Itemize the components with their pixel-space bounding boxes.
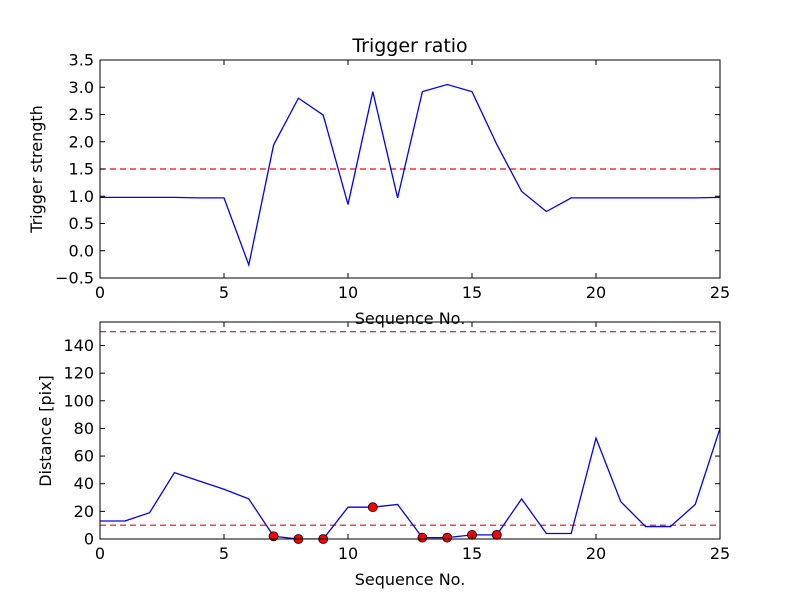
data-point xyxy=(268,531,279,542)
x-tick-label: 10 xyxy=(338,283,358,302)
y-tick-label: 60 xyxy=(74,447,94,466)
x-tick-label: 25 xyxy=(710,544,730,563)
x-tick-label: 15 xyxy=(462,283,482,302)
y-tick-label: 0.0 xyxy=(69,241,94,260)
x-tick-label: 5 xyxy=(219,544,229,563)
y-tick-label: 0 xyxy=(84,530,94,549)
y-tick-label: 80 xyxy=(74,419,94,438)
data-point xyxy=(367,502,378,513)
series-line xyxy=(100,83,720,268)
y-axis-label: Distance [pix] xyxy=(36,375,55,487)
chart-title: Trigger ratio xyxy=(351,35,467,57)
distance-panel: Distance [pix] Sequence No. 0 5 10 15 20 25 0 2… xyxy=(36,321,730,589)
plot-frame xyxy=(99,321,721,540)
y-tick-label: 100 xyxy=(63,391,94,410)
x-axis-label: Sequence No. xyxy=(355,570,466,589)
y-tick-label: 2.0 xyxy=(69,132,94,151)
y-tick-label: 1.5 xyxy=(69,160,94,179)
x-tick-label: 0 xyxy=(95,283,105,302)
y-tick-label: 3.5 xyxy=(69,51,94,70)
x-tick-label: 10 xyxy=(338,544,358,563)
x-tick-label: 25 xyxy=(710,283,730,302)
y-tick-label: 40 xyxy=(74,474,94,493)
y-tick-label: 120 xyxy=(63,364,94,383)
x-tick-label: 15 xyxy=(462,544,482,563)
y-axis-label: Trigger strength xyxy=(27,105,46,234)
y-tick-label: 3.0 xyxy=(69,78,94,97)
trigger-ratio-panel: Trigger ratio Trigger strength Sequence … xyxy=(27,35,730,328)
y-tick-label: 140 xyxy=(63,336,94,355)
x-axis-label: Sequence No. xyxy=(355,309,466,328)
data-point xyxy=(417,532,428,543)
y-tick-label: 0.5 xyxy=(69,214,94,233)
y-tick-label: 1.0 xyxy=(69,187,94,206)
x-tick-label: 20 xyxy=(586,544,606,563)
x-tick-label: 20 xyxy=(586,283,606,302)
data-point xyxy=(491,529,502,540)
data-point xyxy=(442,532,453,543)
x-tick-label: 5 xyxy=(219,283,229,302)
y-tick-label: 2.5 xyxy=(69,105,94,124)
y-tick-label: 20 xyxy=(74,502,94,521)
series-line xyxy=(100,428,720,539)
y-tick-label: −0.5 xyxy=(55,269,94,288)
x-tick-label: 0 xyxy=(95,544,105,563)
